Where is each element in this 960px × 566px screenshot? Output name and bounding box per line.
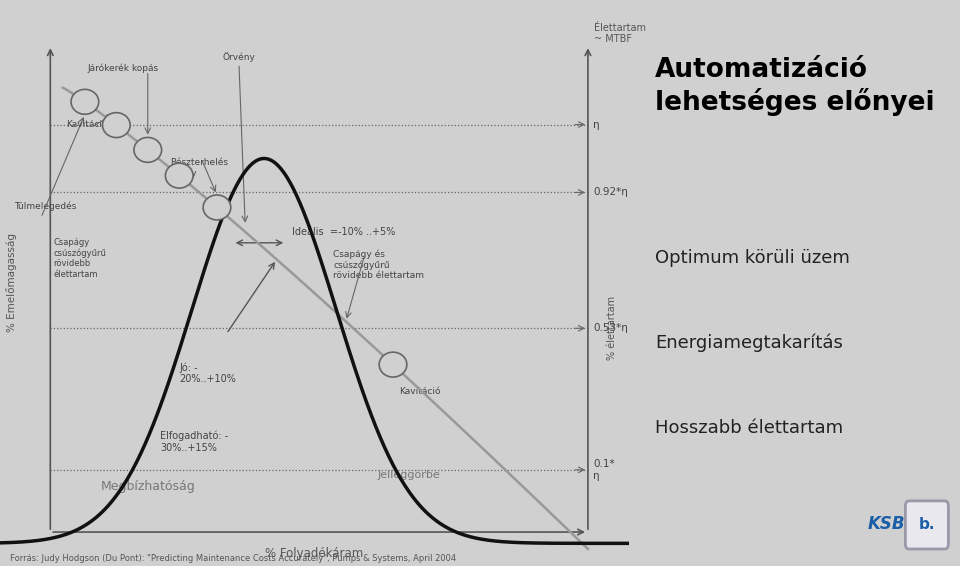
FancyBboxPatch shape	[905, 501, 948, 549]
Text: Jelleggörbe: Jelleggörbe	[377, 470, 440, 481]
Text: 0.1*
η: 0.1* η	[593, 459, 614, 481]
Text: Túlmelegedés: Túlmelegedés	[14, 202, 77, 211]
Circle shape	[134, 138, 161, 162]
Text: Forrás: Judy Hodgson (Du Pont): "Predicting Maintenance Costs Accurately", Pumps: Forrás: Judy Hodgson (Du Pont): "Predict…	[10, 554, 456, 563]
Text: Részterhelés
övény: Részterhelés övény	[170, 158, 228, 178]
Text: Hosszabb élettartam: Hosszabb élettartam	[656, 419, 844, 437]
Text: Megbízhatóság: Megbízhatóság	[101, 481, 195, 493]
Circle shape	[204, 195, 230, 220]
Text: η: η	[593, 119, 600, 130]
Text: Járókerék kopás: Járókerék kopás	[87, 63, 158, 72]
Text: Csapágy és
csúszógyűrű
rövidebb élettartam: Csapágy és csúszógyűrű rövidebb élettart…	[333, 249, 424, 280]
Circle shape	[71, 89, 99, 114]
Text: Ideális  =-10% ..+5%: Ideális =-10% ..+5%	[293, 227, 396, 237]
Text: % Folyadékáram: % Folyadékáram	[265, 547, 364, 560]
Circle shape	[379, 352, 407, 377]
Text: % Emelőmagasság: % Emelőmagasság	[6, 234, 17, 332]
Circle shape	[103, 113, 131, 138]
Text: Kavitáció: Kavitáció	[399, 387, 441, 396]
Text: KSB: KSB	[867, 514, 904, 533]
Text: b.: b.	[919, 517, 935, 532]
Circle shape	[165, 163, 193, 188]
Text: % élettartam: % élettartam	[607, 296, 617, 361]
Text: Optimum körüli üzem: Optimum körüli üzem	[656, 249, 851, 267]
Text: Csapágy
csúszógyűrű
rövidebb
élettartam: Csapágy csúszógyűrű rövidebb élettartam	[54, 238, 107, 278]
Text: 0.92*η: 0.92*η	[593, 187, 628, 198]
Text: Elfogadható: -
30%..+15%: Elfogadható: - 30%..+15%	[160, 431, 228, 453]
Text: Jó: -
20%..+10%: Jó: - 20%..+10%	[180, 362, 236, 384]
Text: Energiamegtakarítás: Energiamegtakarítás	[656, 334, 843, 353]
Text: Élettartam
~ MTBF: Élettartam ~ MTBF	[594, 23, 646, 44]
Text: Örvény: Örvény	[223, 52, 255, 62]
Text: Automatizáció
lehetséges előnyei: Automatizáció lehetséges előnyei	[656, 57, 935, 116]
Text: 0.53*η: 0.53*η	[593, 323, 628, 333]
Text: Kavitáció: Kavitáció	[66, 120, 108, 129]
